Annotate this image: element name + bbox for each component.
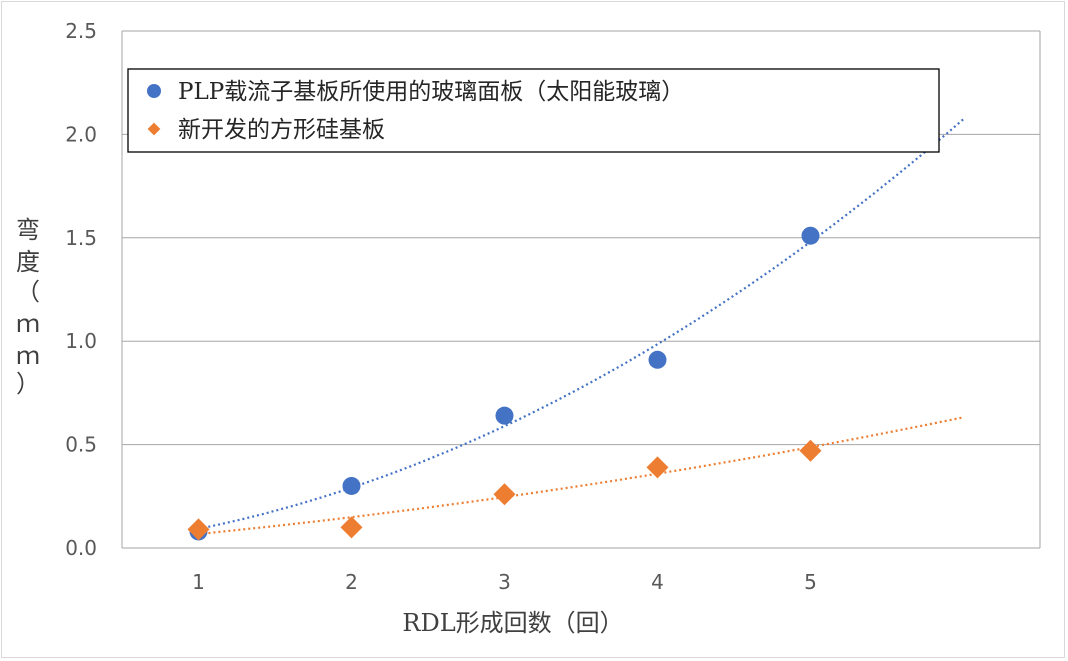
y-axis-title-char: ｍ [16, 342, 40, 370]
legend-label-series-1: PLP载流子基板所使用的玻璃面板（太阳能玻璃） [178, 79, 684, 105]
x-tick-labels: 1 2 3 4 5 [192, 570, 817, 594]
legend-marker-series-1 [147, 84, 161, 98]
legend-label-series-2: 新开发的方形硅基板 [178, 117, 385, 143]
trendlines [198, 118, 965, 536]
legend: PLP载流子基板所使用的玻璃面板（太阳能玻璃） 新开发的方形硅基板 [127, 68, 940, 153]
x-tick-label: 4 [651, 570, 664, 594]
y-axis-title-char: 度 [16, 248, 40, 276]
y-tick-label: 1.0 [65, 329, 97, 353]
x-axis-title: RDL形成回数（回） [402, 609, 623, 637]
y-tick-label: 0.5 [65, 433, 97, 457]
trendline-series-1 [198, 118, 965, 530]
x-tick-label: 3 [498, 570, 511, 594]
legend-box [127, 68, 940, 153]
y-tick-label: 1.5 [65, 226, 97, 250]
x-tick-label: 1 [192, 570, 205, 594]
x-tick-label: 5 [804, 570, 817, 594]
y-tick-label: 2.0 [65, 122, 97, 146]
data-point-series-1 [342, 476, 361, 495]
data-point-series-2 [646, 456, 669, 479]
y-axis-title-char: （ [16, 278, 40, 306]
y-axis-title-char: ｍ [16, 310, 40, 338]
y-tick-labels: 0.0 0.5 1.0 1.5 2.0 2.5 [65, 19, 97, 560]
y-axis-title: 弯度（ｍｍ） [16, 216, 40, 398]
data-point-series-2 [187, 518, 210, 541]
y-tick-label: 2.5 [65, 19, 97, 43]
data-point-series-1 [495, 406, 514, 425]
data-point-series-2 [493, 483, 516, 506]
y-axis-title-char: ） [16, 370, 40, 398]
legend-marker-series-2 [147, 122, 161, 136]
data-point-series-1 [648, 350, 667, 369]
y-tick-label: 0.0 [65, 536, 97, 560]
data-point-series-1 [801, 226, 820, 245]
data-points [187, 226, 822, 541]
data-point-series-2 [340, 516, 363, 539]
y-axis-title-char: 弯 [16, 216, 40, 244]
data-point-series-2 [799, 439, 822, 462]
trendline-series-2 [198, 416, 964, 536]
x-tick-label: 2 [345, 570, 358, 594]
